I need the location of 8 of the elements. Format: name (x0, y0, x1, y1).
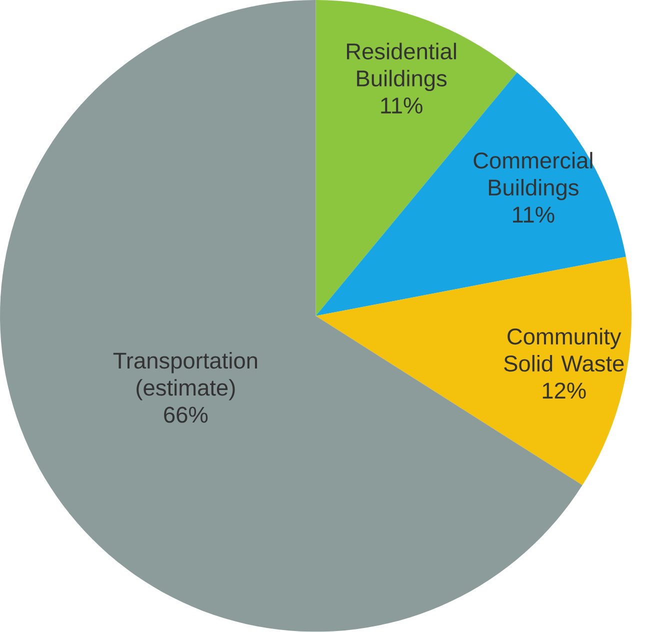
data-label: 11% (513, 206, 554, 223)
slice-label: Transportation (estimate) (113, 352, 258, 400)
slice-label: Residential Buildings (347, 42, 456, 92)
data-label: 66% (164, 406, 208, 423)
data-label: 11% (381, 98, 422, 114)
slice-label: Community Solid Waste (504, 328, 624, 372)
data-label: 12% (542, 382, 586, 399)
slice-label: Commercial Buildings (474, 152, 592, 200)
